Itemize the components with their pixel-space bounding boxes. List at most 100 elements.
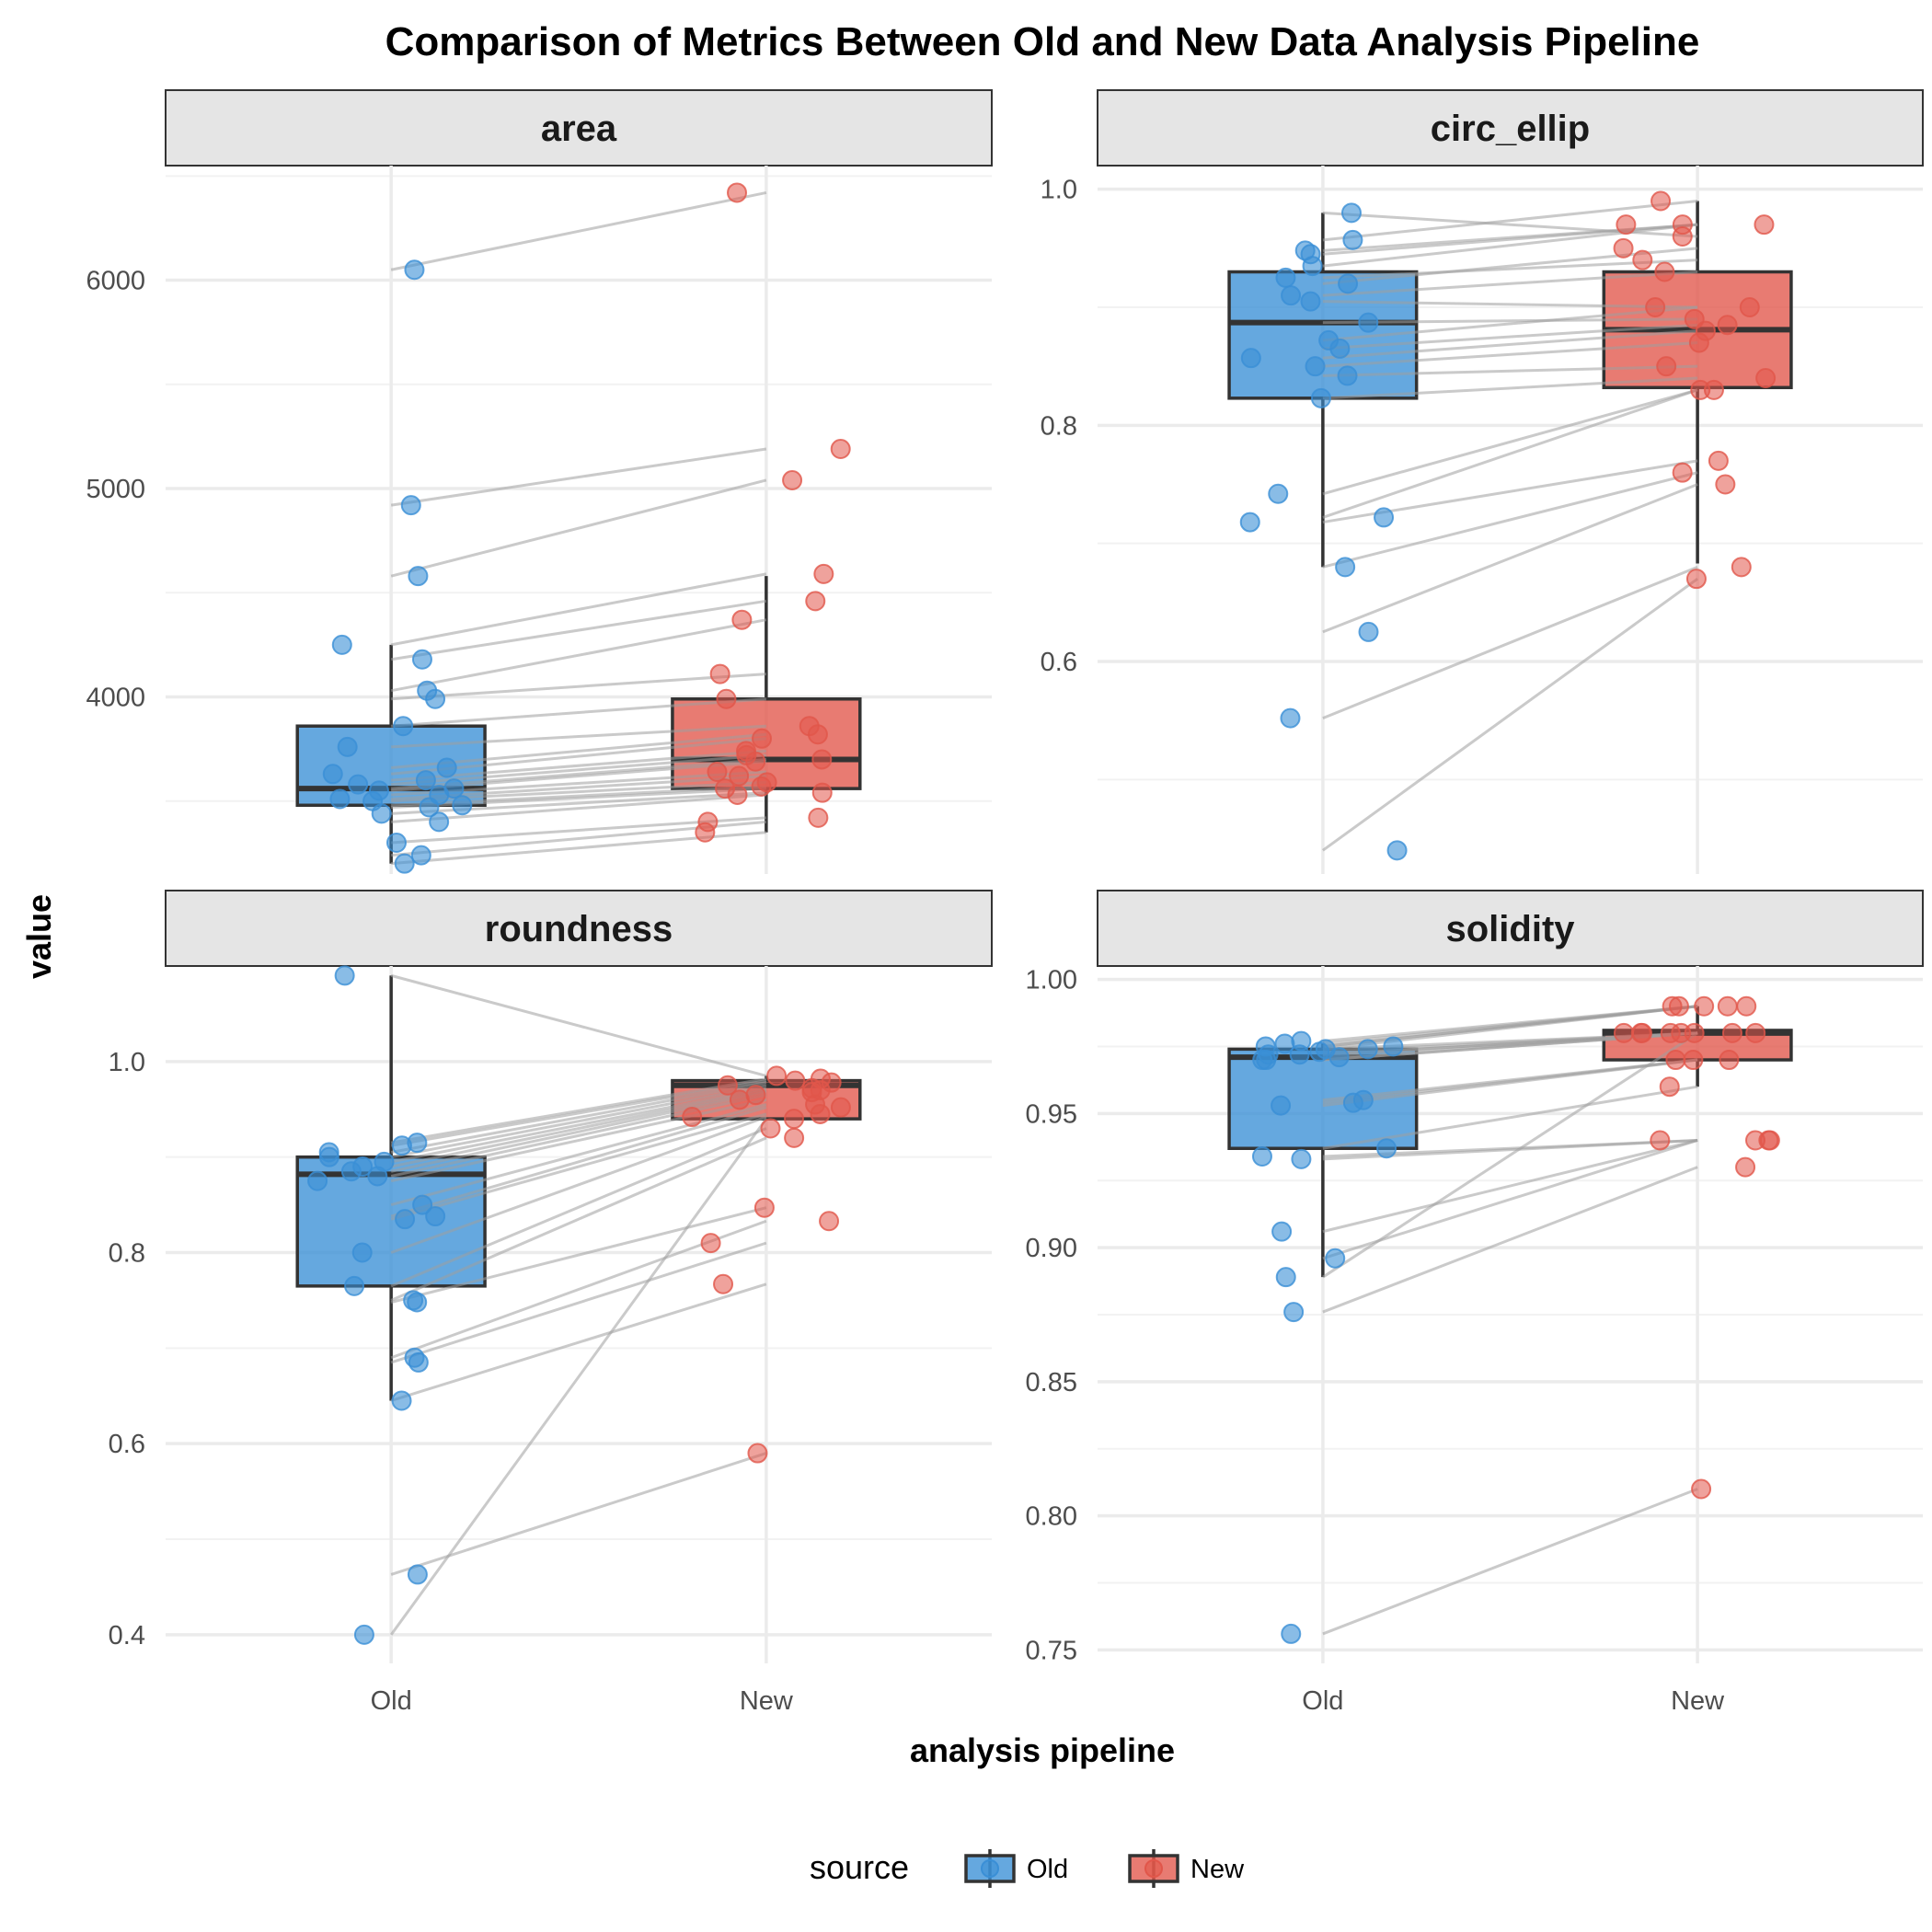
point-new	[1745, 1022, 1766, 1043]
point-new	[1650, 1130, 1671, 1151]
point-old	[340, 1161, 362, 1182]
point-new	[1665, 1050, 1686, 1071]
point-new	[784, 1109, 805, 1130]
pair-line	[390, 1077, 767, 1144]
point-old	[391, 1135, 412, 1156]
y-tick-label: 0.8	[1041, 411, 1077, 441]
x-axis-title: analysis pipeline	[910, 1731, 1175, 1769]
point-new	[811, 749, 833, 770]
point-new	[695, 822, 716, 843]
point-old	[410, 845, 431, 866]
pair-line	[1322, 577, 1698, 852]
pair-line	[390, 1090, 767, 1173]
pair-line	[1322, 1085, 1698, 1150]
pair-line	[1322, 317, 1698, 325]
point-old	[1239, 512, 1260, 533]
point-new	[1654, 261, 1675, 282]
point-new	[811, 782, 833, 803]
point-old	[331, 634, 352, 655]
pair-line	[1322, 323, 1698, 351]
point-old	[391, 1390, 412, 1411]
point-new	[1721, 1022, 1742, 1043]
point-old	[415, 770, 436, 791]
y-tick-label: 0.4	[109, 1621, 145, 1650]
pair-line	[390, 447, 767, 507]
point-new	[727, 182, 748, 203]
legend-title: source	[810, 1848, 909, 1886]
point-old	[1305, 356, 1326, 377]
point-new	[1717, 315, 1738, 336]
pair-line	[390, 1087, 767, 1164]
pair-line	[390, 478, 767, 578]
point-old	[425, 1206, 446, 1227]
point-new	[785, 1070, 806, 1091]
point-old	[436, 757, 457, 778]
point-new	[1754, 214, 1775, 236]
panel-roundness: roundness 0.4 0.6 0.8 1.0 Old New	[109, 890, 993, 1716]
panel-solidity: solidity 0.75 0.80 0.85 0.90 0.95 1.00 Old New	[1026, 890, 1924, 1716]
gridlines	[166, 966, 992, 1663]
pair-line	[391, 697, 766, 728]
pair-line	[390, 1127, 767, 1288]
point-new	[709, 663, 730, 684]
point-new	[1739, 297, 1760, 317]
point-old	[1289, 1044, 1310, 1065]
point-old	[371, 803, 392, 824]
pair-lines	[1322, 200, 1698, 852]
point-old	[393, 716, 414, 737]
facet-strip-label: roundness	[485, 909, 673, 949]
point-new	[1671, 1022, 1692, 1043]
legend: source Old New	[810, 1848, 1245, 1888]
point-new	[1632, 249, 1653, 270]
point-new	[813, 563, 834, 584]
point-new	[1650, 190, 1672, 212]
x-tick-label: New	[1671, 1686, 1725, 1716]
point-new	[1662, 995, 1683, 1017]
y-tick-label: 0.90	[1026, 1234, 1077, 1263]
pair-line	[1322, 471, 1698, 569]
point-old	[329, 788, 351, 810]
legend-key-point	[981, 1859, 999, 1878]
point-old	[1383, 1036, 1404, 1057]
point-new	[807, 724, 828, 745]
point-old	[1342, 1092, 1363, 1113]
y-tick-label: 0.6	[109, 1430, 145, 1459]
point-old	[1275, 1267, 1296, 1288]
data-points	[322, 182, 851, 874]
point-old	[334, 965, 355, 986]
box-old	[295, 975, 487, 1401]
pair-line	[1322, 1139, 1698, 1260]
point-new	[1736, 995, 1757, 1017]
pair-line	[390, 1106, 767, 1218]
point-new	[745, 751, 766, 772]
point-old	[425, 688, 446, 709]
point-new	[1672, 462, 1693, 483]
chart-title: Comparison of Metrics Between Old and Ne…	[385, 19, 1700, 64]
point-new	[1613, 237, 1634, 259]
point-old	[318, 1146, 339, 1167]
pair-line	[390, 1098, 767, 1183]
pair-line	[391, 673, 766, 701]
pair-line	[1322, 1139, 1698, 1234]
legend-label: Old	[1027, 1855, 1068, 1884]
y-tick-label: 0.75	[1026, 1636, 1077, 1665]
pair-lines	[389, 973, 768, 1636]
pair-line	[391, 724, 766, 749]
point-new	[1672, 214, 1693, 236]
point-old	[1240, 348, 1261, 369]
y-tick-label: 0.6	[1041, 648, 1077, 677]
point-new	[1656, 356, 1677, 377]
point-old	[408, 1351, 429, 1373]
point-old	[1281, 285, 1302, 306]
legend-key-point	[1144, 1859, 1163, 1878]
facet-strip	[1097, 890, 1924, 967]
box-body	[295, 1155, 487, 1288]
point-old	[1251, 1145, 1272, 1167]
point-old	[1283, 1302, 1305, 1323]
point-old	[348, 774, 369, 795]
y-tick-label: 0.85	[1026, 1368, 1077, 1397]
point-new	[1694, 995, 1715, 1017]
panel-circ-ellip: circ_ellip 0.6 0.8 1.0	[1041, 89, 1924, 874]
facet-strip-label: solidity	[1445, 909, 1575, 949]
pair-line	[1322, 341, 1698, 368]
